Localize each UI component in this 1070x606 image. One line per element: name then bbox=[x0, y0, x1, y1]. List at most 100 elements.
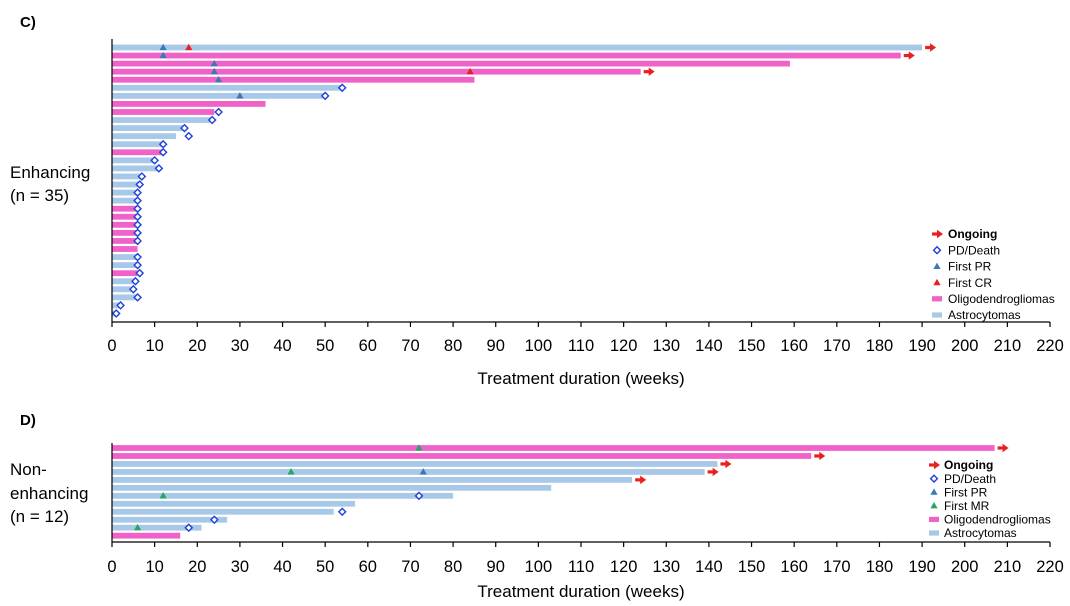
event-markers bbox=[111, 43, 937, 318]
bar-astro bbox=[112, 254, 138, 260]
ongoing-arrow-head bbox=[908, 51, 915, 60]
ongoing-arrow bbox=[925, 43, 937, 52]
x-tick-label: 210 bbox=[994, 558, 1022, 576]
x-tick-label: 30 bbox=[231, 337, 249, 355]
x-tick-label: 50 bbox=[316, 337, 334, 355]
x-axis-title: Treatment duration (weeks) bbox=[477, 369, 684, 388]
panel-label: D) bbox=[20, 412, 36, 429]
x-axis-title: Treatment duration (weeks) bbox=[477, 582, 684, 601]
legend-swatch-astro bbox=[929, 530, 939, 536]
bar-astro bbox=[112, 157, 155, 164]
pd-death-marker bbox=[133, 196, 142, 206]
first-cr-marker bbox=[466, 67, 474, 75]
event-markers bbox=[133, 443, 1009, 533]
bar-astro bbox=[112, 44, 923, 51]
ongoing-arrow bbox=[643, 67, 655, 76]
x-tick-label: 150 bbox=[738, 558, 766, 576]
panel-d: D) Non-enhancing (n = 12) 0 10 20 30 40 50 60 70 80… bbox=[10, 412, 1064, 601]
pd-death-marker bbox=[932, 245, 942, 255]
bar-astro bbox=[112, 469, 705, 475]
bar-astro bbox=[112, 141, 164, 148]
x-tick-label: 100 bbox=[525, 337, 553, 355]
ongoing-arrow-shaft bbox=[997, 446, 1005, 450]
bar-oligo bbox=[112, 221, 138, 228]
bar-oligo bbox=[112, 52, 901, 59]
bar-oligo bbox=[112, 532, 181, 539]
ongoing-arrow bbox=[932, 229, 943, 239]
x-tick-label: 90 bbox=[487, 558, 505, 576]
ongoing-arrow-head bbox=[640, 475, 647, 485]
first-pr-marker bbox=[159, 43, 167, 51]
pd-death-marker bbox=[137, 172, 147, 181]
x-tick-label: 70 bbox=[401, 337, 419, 355]
bar-astro bbox=[112, 294, 138, 301]
x-tick-label: 30 bbox=[231, 558, 249, 576]
legend-pr-marker bbox=[933, 262, 941, 269]
bar-astro bbox=[112, 165, 159, 172]
pd-death-marker bbox=[135, 268, 145, 278]
pd-death-marker bbox=[116, 301, 125, 310]
bar-astro bbox=[112, 484, 552, 491]
x-tick-label: 10 bbox=[145, 337, 163, 355]
pd-death-marker bbox=[158, 139, 168, 149]
legend-label: PD/Death bbox=[944, 472, 996, 486]
ongoing-arrow-head bbox=[937, 229, 943, 239]
x-tick-label: 110 bbox=[568, 558, 594, 576]
x-tick-label: 220 bbox=[1036, 337, 1064, 355]
bar-astro bbox=[112, 84, 343, 91]
bar-astro bbox=[112, 516, 228, 523]
legend-label: PD/Death bbox=[948, 243, 1000, 257]
bar-astro bbox=[112, 133, 176, 140]
first-pr-marker bbox=[214, 75, 223, 83]
legend-label: Ongoing bbox=[948, 227, 997, 241]
pd-death-marker bbox=[209, 515, 219, 525]
panel-c: C) Enhancing (n = 35) 0 10 20 30 40 50 60 70 80 90 10… bbox=[10, 14, 1064, 388]
bar-astro bbox=[112, 278, 136, 285]
pd-death-marker bbox=[180, 123, 189, 133]
pd-death-marker bbox=[150, 155, 160, 165]
pd-death-marker bbox=[337, 507, 347, 517]
pd-death-marker bbox=[337, 83, 347, 93]
ongoing-arrow-head bbox=[930, 43, 937, 52]
legend-label: Astrocytomas bbox=[944, 526, 1017, 540]
pd-death-marker bbox=[154, 164, 164, 173]
legend-swatch-oligo bbox=[929, 516, 939, 522]
bar-astro bbox=[112, 181, 140, 188]
bar-oligo bbox=[112, 246, 138, 252]
bar-oligo bbox=[112, 229, 138, 236]
ongoing-arrow bbox=[997, 443, 1009, 453]
x-tick-label: 160 bbox=[780, 558, 808, 576]
pd-death-marker bbox=[133, 236, 142, 246]
x-tick-label: 0 bbox=[107, 337, 116, 355]
pd-death-marker bbox=[133, 292, 142, 302]
bar-oligo bbox=[112, 270, 138, 277]
x-tick-label: 80 bbox=[444, 337, 462, 355]
bar-oligo bbox=[112, 213, 138, 220]
x-tick-label: 180 bbox=[866, 558, 894, 576]
bar-oligo bbox=[112, 68, 641, 75]
ongoing-arrow-head bbox=[648, 67, 655, 76]
bar-oligo bbox=[112, 60, 790, 67]
first-mr-marker bbox=[415, 444, 423, 451]
ongoing-arrow-shaft bbox=[925, 45, 932, 50]
first-mr-marker bbox=[159, 492, 167, 499]
pd-death-marker bbox=[133, 204, 142, 214]
x-tick-label: 130 bbox=[653, 558, 681, 576]
x-tick-label: 180 bbox=[866, 337, 894, 355]
ongoing-arrow-shaft bbox=[932, 232, 939, 236]
pd-death-marker bbox=[929, 474, 939, 483]
x-tick-label: 200 bbox=[951, 558, 979, 576]
x-tick-label: 170 bbox=[823, 337, 851, 355]
x-tick-label: 50 bbox=[316, 558, 334, 576]
ongoing-arrow-shaft bbox=[903, 53, 911, 58]
legend-pr-marker bbox=[930, 488, 938, 495]
legend-label: First PR bbox=[948, 260, 992, 274]
legend-label: Astrocytomas bbox=[948, 308, 1021, 322]
x-tick-label: 210 bbox=[994, 337, 1022, 355]
ongoing-arrow-shaft bbox=[814, 454, 821, 458]
bar-astro bbox=[112, 476, 633, 483]
bar-astro bbox=[112, 173, 142, 180]
legend-swatch-astro bbox=[932, 312, 942, 318]
legend-cr-marker bbox=[933, 278, 941, 286]
ongoing-arrow bbox=[707, 467, 719, 477]
